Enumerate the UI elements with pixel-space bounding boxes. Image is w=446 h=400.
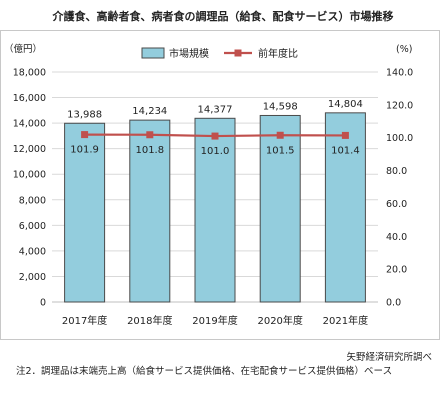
y-right-tick-label: 40.0: [386, 232, 407, 243]
bar-value-label: 14,377: [198, 104, 233, 115]
y-right-tick-label: 60.0: [386, 199, 407, 210]
y-right-tick-label: 20.0: [386, 265, 407, 276]
y-left-tick-label: 6,000: [19, 221, 46, 232]
y-right-tick-label: 0.0: [386, 298, 401, 309]
legend-marker-line: [234, 49, 242, 57]
line-value-label: 101.9: [70, 145, 99, 156]
y-left-tick-label: 8,000: [19, 195, 46, 206]
chart-frame: [0, 30, 440, 340]
y-left-tick-label: 2,000: [19, 272, 46, 283]
y-right-tick-label: 120.0: [386, 100, 413, 111]
y-left-tick-label: 18,000: [13, 68, 46, 79]
bar: [64, 122, 106, 303]
y-left-tick-label: 4,000: [19, 246, 46, 257]
x-tick-label: 2020年度: [257, 314, 302, 327]
y-left-tick-label: 12,000: [13, 144, 46, 155]
line-marker: [276, 131, 284, 139]
bar-value-label: 13,988: [67, 109, 102, 120]
y-right-tick-label: 80.0: [386, 166, 407, 177]
bar: [129, 119, 171, 303]
line-value-label: 101.8: [135, 145, 164, 156]
bar: [324, 112, 366, 303]
source-credit: 矢野経済研究所調べ: [346, 352, 432, 363]
chart-title: 介護食、高齢者食、病者食の調理品（給食、配食サービス）市場推移: [52, 10, 394, 23]
line-marker: [211, 132, 219, 140]
bar: [194, 117, 236, 303]
y-left-tick-label: 0: [40, 298, 46, 309]
line-value-label: 101.0: [201, 146, 230, 157]
legend-label-bar: 市場規模: [169, 47, 209, 60]
y-left-unit-label: （億円）: [4, 43, 42, 55]
x-tick-label: 2017年度: [62, 314, 107, 327]
bar: [259, 114, 301, 303]
y-left-tick-label: 14,000: [13, 119, 46, 130]
y-left-tick-label: 10,000: [13, 170, 46, 181]
y-right-tick-label: 100.0: [386, 133, 413, 144]
line-marker: [146, 131, 154, 139]
bar-value-label: 14,598: [263, 101, 298, 112]
x-tick-label: 2018年度: [127, 314, 172, 327]
y-left-tick-label: 16,000: [13, 93, 46, 104]
y-right-unit-label: (%): [396, 44, 412, 55]
x-tick-label: 2019年度: [192, 314, 237, 327]
legend-swatch-bar: [141, 47, 165, 59]
line-value-label: 101.5: [266, 145, 295, 156]
y-right-tick-label: 140.0: [386, 68, 413, 79]
line-marker: [81, 131, 89, 139]
bar-value-label: 14,804: [328, 99, 363, 110]
bar-value-label: 14,234: [132, 106, 167, 117]
x-tick-label: 2021年度: [323, 314, 368, 327]
line-value-label: 101.4: [331, 145, 360, 156]
legend-label-line: 前年度比: [258, 47, 298, 60]
footnote: 注2．調理品は末端売上高（給食サービス提供価格、在宅配食サービス提供価格）ベース: [16, 366, 393, 377]
line-marker: [341, 131, 349, 139]
